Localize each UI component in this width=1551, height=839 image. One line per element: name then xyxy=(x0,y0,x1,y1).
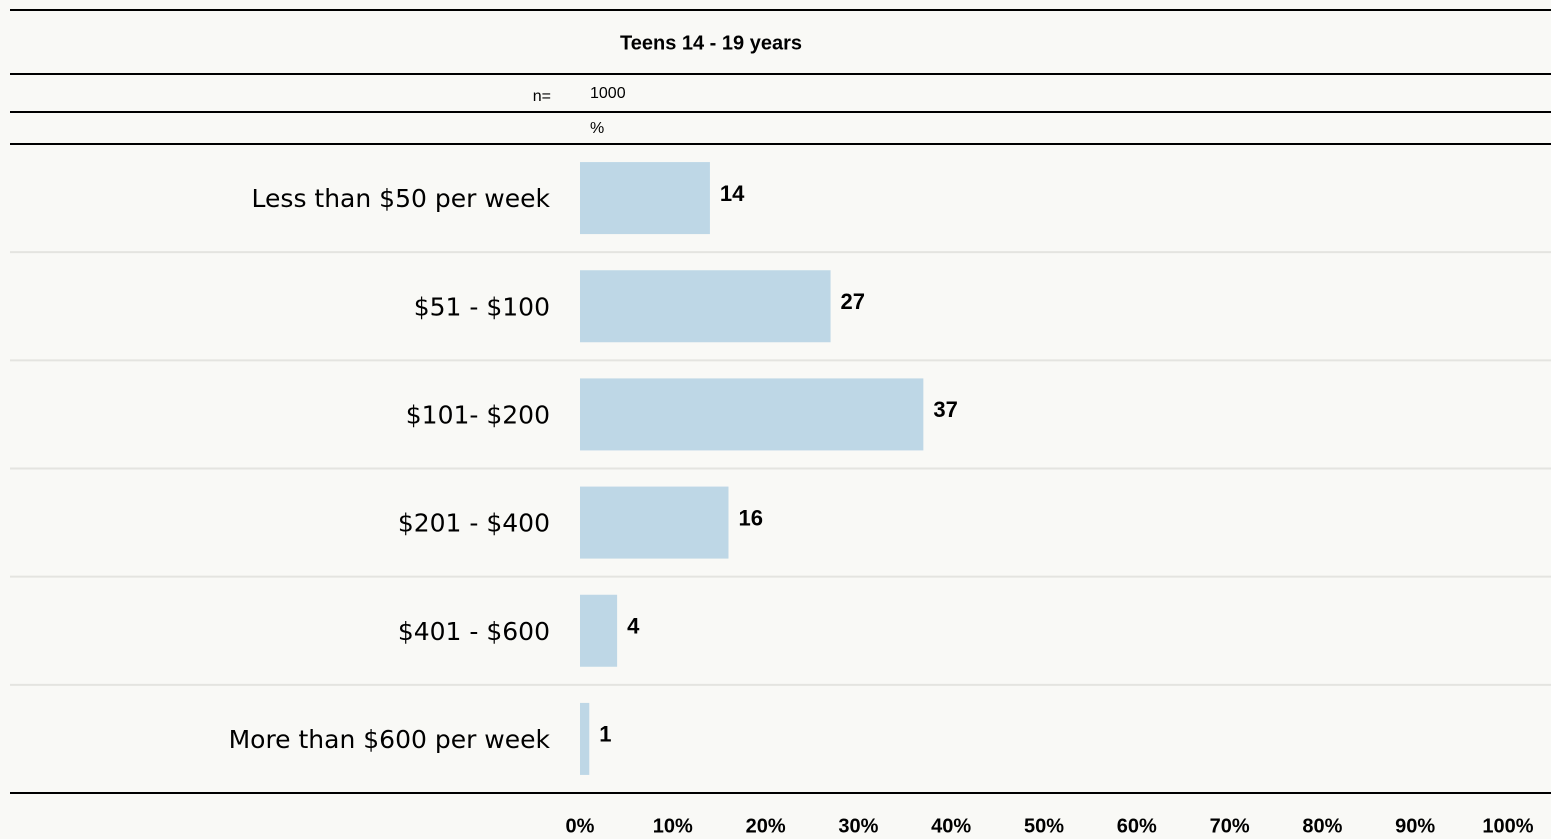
value-label: 16 xyxy=(738,505,762,530)
bar xyxy=(580,378,924,451)
x-tick-label: 40% xyxy=(931,815,971,837)
bar xyxy=(580,702,590,775)
value-label: 4 xyxy=(627,614,640,639)
x-tick-label: 20% xyxy=(746,815,786,837)
category-label: $401 - $600 xyxy=(398,617,550,646)
x-tick-label: 10% xyxy=(653,815,693,837)
category-label: Less than $50 per week xyxy=(252,184,551,213)
x-tick-label: 100% xyxy=(1482,815,1533,837)
x-tick-label: 80% xyxy=(1302,815,1342,837)
unit-label: % xyxy=(590,120,604,137)
value-label: 27 xyxy=(841,289,865,314)
chart-title: Teens 14 - 19 years xyxy=(620,32,802,54)
bar xyxy=(580,270,831,343)
x-tick-label: 60% xyxy=(1117,815,1157,837)
x-tick-label: 70% xyxy=(1210,815,1250,837)
bar xyxy=(580,594,618,667)
x-tick-label: 90% xyxy=(1395,815,1435,837)
category-label: $51 - $100 xyxy=(414,292,550,321)
category-label: $101- $200 xyxy=(406,400,550,429)
value-label: 14 xyxy=(720,181,745,206)
value-label: 37 xyxy=(933,397,957,422)
value-label: 1 xyxy=(599,722,611,747)
x-tick-label: 0% xyxy=(566,815,595,837)
x-tick-label: 30% xyxy=(838,815,878,837)
bar xyxy=(580,162,710,235)
n-value: 1000 xyxy=(590,85,626,102)
category-label: More than $600 per week xyxy=(229,725,551,754)
n-label: n= xyxy=(533,88,551,105)
x-tick-label: 50% xyxy=(1024,815,1064,837)
category-label: $201 - $400 xyxy=(398,509,550,538)
bar xyxy=(580,486,729,559)
